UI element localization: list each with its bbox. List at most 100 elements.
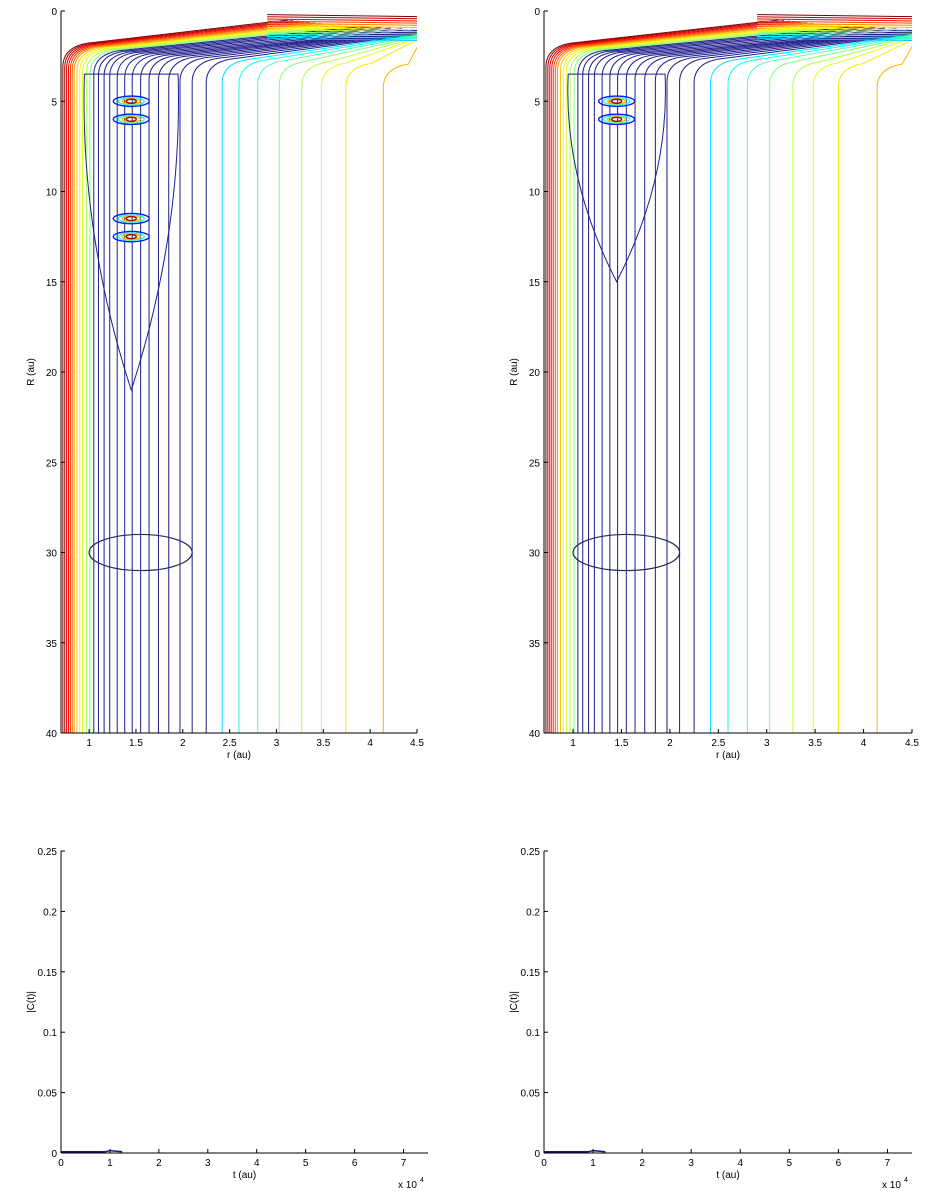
wavepacket-outline — [567, 73, 666, 283]
potential-contour-line — [679, 33, 912, 733]
x-tick-label: 2 — [180, 738, 186, 749]
potential-contour-line — [103, 27, 382, 733]
y-tick-label: 0.1 — [43, 1028, 57, 1039]
potential-contour-line — [89, 25, 357, 733]
wavepacket-peak — [125, 233, 137, 240]
x-tick-label: 2.5 — [223, 738, 237, 749]
potential-contour-line — [97, 26, 373, 733]
potential-contour-line — [792, 37, 912, 733]
wavepacket-peak — [125, 116, 137, 123]
potential-contour-line — [577, 26, 857, 733]
contour-plot-1: 1 1.5 2 2.5 3 3.5 4 4.5 0 5 10 15 20 25 30 35 40 r (au) R … — [26, 7, 424, 761]
potential-contour-line — [191, 33, 417, 733]
wall-contour-line — [757, 20, 912, 24]
y-tick-label: 0.25 — [38, 847, 58, 858]
potential-contour-line — [644, 31, 912, 733]
potential-contour-line — [69, 21, 311, 733]
wall-contour-line — [267, 16, 417, 20]
y-tick-label: 20 — [529, 368, 541, 379]
x-axis-label: r (au) — [716, 750, 740, 761]
potential-contour-line — [565, 24, 834, 733]
potential-contour-line — [710, 34, 912, 733]
wavepacket-peak — [117, 214, 145, 223]
wall-contour-line — [267, 33, 417, 37]
potential-contour-line — [573, 25, 850, 733]
x-tick-label: 2 — [639, 1158, 645, 1169]
x-tick-label: 3 — [274, 738, 280, 749]
potential-contour-line — [727, 34, 912, 733]
potential-contour-line — [320, 38, 417, 733]
potential-contour-line — [168, 31, 417, 733]
x-tick-label: 3 — [205, 1158, 211, 1169]
x-tick-label: 5 — [303, 1158, 309, 1169]
wavepacket-peak — [610, 116, 623, 123]
wavepacket-peak — [125, 215, 137, 222]
y-tick-label: 25 — [529, 458, 541, 469]
wavepacket-peak — [597, 113, 636, 126]
wavepacket-outline — [83, 73, 179, 392]
wall-contour-line — [757, 35, 912, 39]
potential-contour-line — [549, 20, 791, 733]
x-tick-label: 7 — [885, 1158, 891, 1169]
x-tick-label: 4 — [367, 738, 373, 749]
x-tick-label: 4 — [861, 738, 867, 749]
y-tick-label: 0.15 — [521, 968, 541, 979]
y-tick-label: 40 — [46, 729, 58, 740]
wall-contour-line — [757, 16, 912, 20]
x-tick-label: 2.5 — [711, 738, 725, 749]
potential-contour-line — [79, 23, 335, 733]
potential-contour-line — [557, 22, 814, 733]
potential-contour-line — [278, 36, 417, 733]
y-tick-label: 0.2 — [43, 907, 57, 918]
x-multiplier: x 10 — [882, 1180, 901, 1191]
contour-plot-2: 1 1.5 2 2.5 3 3.5 4 4.5 0 5 10 15 20 25 30 35 40 r (au) R … — [509, 7, 919, 761]
potential-contour-line — [67, 21, 305, 733]
potential-contour-line — [124, 28, 414, 733]
wall-contour-line — [267, 35, 417, 39]
potential-contour-line — [617, 29, 912, 733]
y-tick-label: 0 — [534, 7, 540, 18]
x-tick-label: 0 — [541, 1158, 547, 1169]
y-tick-label: 15 — [46, 278, 58, 289]
y-tick-label: 25 — [46, 458, 58, 469]
x-tick-label: 1 — [590, 1158, 596, 1169]
potential-contour-line — [545, 19, 779, 733]
x-tick-label: 2 — [156, 1158, 162, 1169]
x-tick-label: 6 — [352, 1158, 358, 1169]
potential-contour-line — [71, 22, 316, 733]
y-tick-label: 0.25 — [521, 847, 541, 858]
y-tick-label: 5 — [51, 97, 57, 108]
potential-contour-line — [547, 20, 785, 733]
x-tick-label: 4 — [254, 1158, 260, 1169]
data-line — [61, 1149, 123, 1153]
y-tick-label: 10 — [46, 188, 58, 199]
x-tick-label: 4.5 — [905, 738, 919, 749]
data-line — [544, 1149, 606, 1153]
x-tick-label: 3.5 — [808, 738, 822, 749]
wavepacket — [83, 73, 179, 392]
potential-contour-line — [654, 31, 912, 733]
y-tick-label: 30 — [529, 549, 541, 560]
x-tick-label: 1.5 — [129, 738, 143, 749]
potential-contour-line — [257, 35, 417, 733]
potential-contour-line — [76, 23, 329, 733]
potential-contour-line — [62, 19, 288, 733]
x-axis-label: t (au) — [233, 1170, 256, 1181]
y-axis-label: R (au) — [26, 358, 37, 386]
potential-contour-line — [553, 21, 802, 733]
y-tick-label: 0.05 — [38, 1089, 58, 1100]
potential-contour-line — [634, 30, 912, 733]
x-tick-label: 1.5 — [615, 738, 629, 749]
potential-contour-line — [140, 30, 417, 733]
x-tick-label: 3 — [764, 738, 770, 749]
potential-contour-line — [148, 30, 417, 733]
wavepacket-peak — [112, 230, 150, 243]
potential-contour-line — [551, 21, 796, 733]
x-tick-label: 1 — [570, 738, 576, 749]
x-tick-label: 4 — [737, 1158, 743, 1169]
wall-contour-line — [757, 27, 912, 31]
potential-contour-line — [221, 34, 417, 733]
potential-contours — [545, 14, 912, 733]
wavepacket-peak — [117, 114, 145, 124]
